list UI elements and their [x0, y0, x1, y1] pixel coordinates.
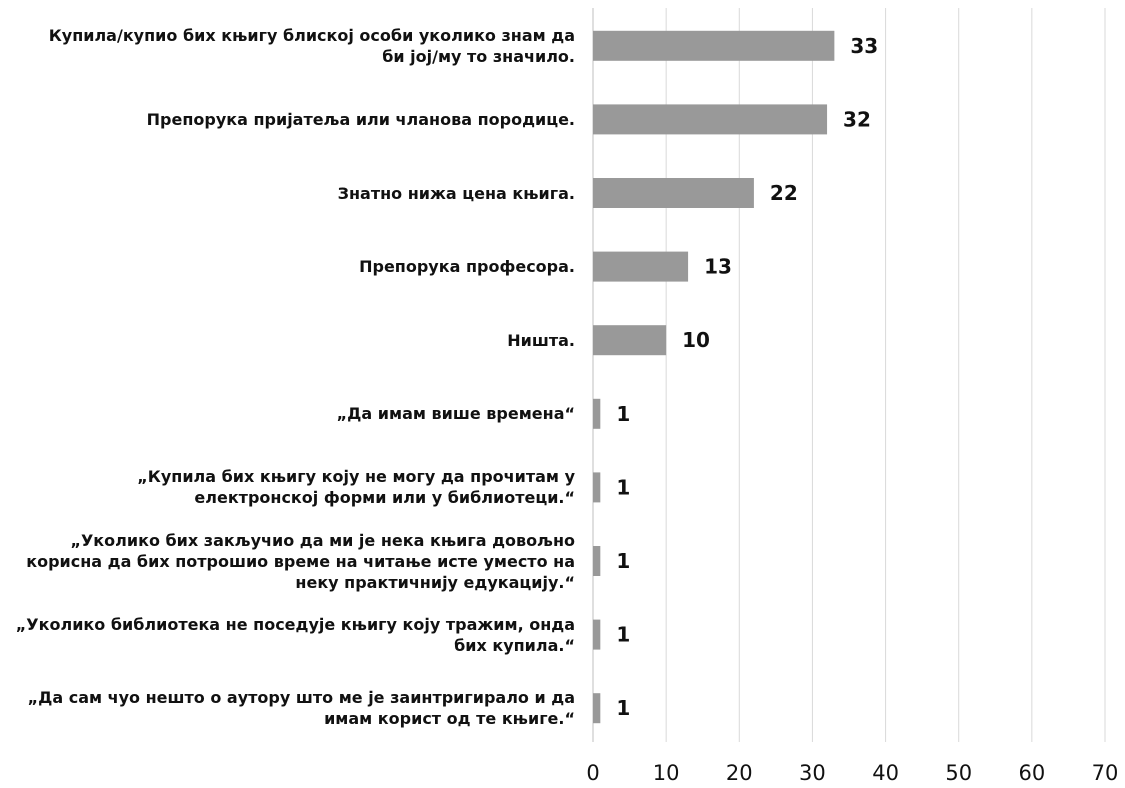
- x-tick-label: 50: [945, 761, 972, 784]
- data-label: 1: [616, 475, 630, 499]
- x-tick-label: 40: [872, 761, 899, 784]
- x-tick-label: 10: [653, 761, 680, 784]
- category-label: „Купила бих књигу коју не могу да прочит…: [137, 467, 575, 508]
- x-tick-label: 70: [1092, 761, 1119, 784]
- category-label: Препорука професора.: [359, 257, 575, 277]
- bar: [593, 30, 835, 61]
- category-label: Знатно нижа цена књига.: [337, 183, 575, 203]
- data-label: 33: [850, 34, 878, 58]
- data-label: 10: [682, 328, 710, 352]
- category-label: Купила/купио бих књигу блиској особи уко…: [48, 25, 575, 66]
- bar: [593, 178, 754, 208]
- data-label: 13: [704, 255, 732, 279]
- bar: [593, 104, 828, 135]
- bar: [593, 546, 601, 576]
- bar: [593, 619, 601, 650]
- x-axis-ticks: 0 10 20 30 40 50 60 70: [586, 761, 1119, 785]
- value-label-layer: 33 32 22 13 10 1 1 1 1 1: [616, 34, 878, 720]
- x-tick-label: 0: [586, 761, 599, 784]
- data-label: 1: [616, 623, 630, 647]
- data-label: 32: [843, 107, 871, 131]
- data-label: 22: [770, 181, 798, 205]
- bar: [593, 398, 601, 429]
- data-label: 1: [616, 549, 630, 573]
- data-label: 1: [616, 402, 630, 426]
- category-label: Препорука пријатеља или чланова породице…: [146, 109, 575, 129]
- category-label: „Да сам чуо нешто о аутору што ме је заи…: [27, 688, 575, 729]
- bar: [593, 693, 601, 724]
- data-label: 1: [616, 696, 630, 720]
- category-label: „Да имам више времена“: [336, 404, 575, 424]
- x-tick-label: 60: [1018, 761, 1045, 784]
- category-label: Ништа.: [507, 330, 575, 350]
- bar: [593, 325, 667, 356]
- x-tick-label: 20: [726, 761, 753, 784]
- category-label: „Уколико библиотека не поседује књигу ко…: [15, 614, 575, 655]
- category-label: „Уколико бих закључио да ми је нека књиг…: [26, 530, 575, 592]
- bar-layer: [593, 30, 835, 724]
- x-tick-label: 30: [799, 761, 826, 784]
- bar: [593, 472, 601, 503]
- bar: [593, 251, 689, 282]
